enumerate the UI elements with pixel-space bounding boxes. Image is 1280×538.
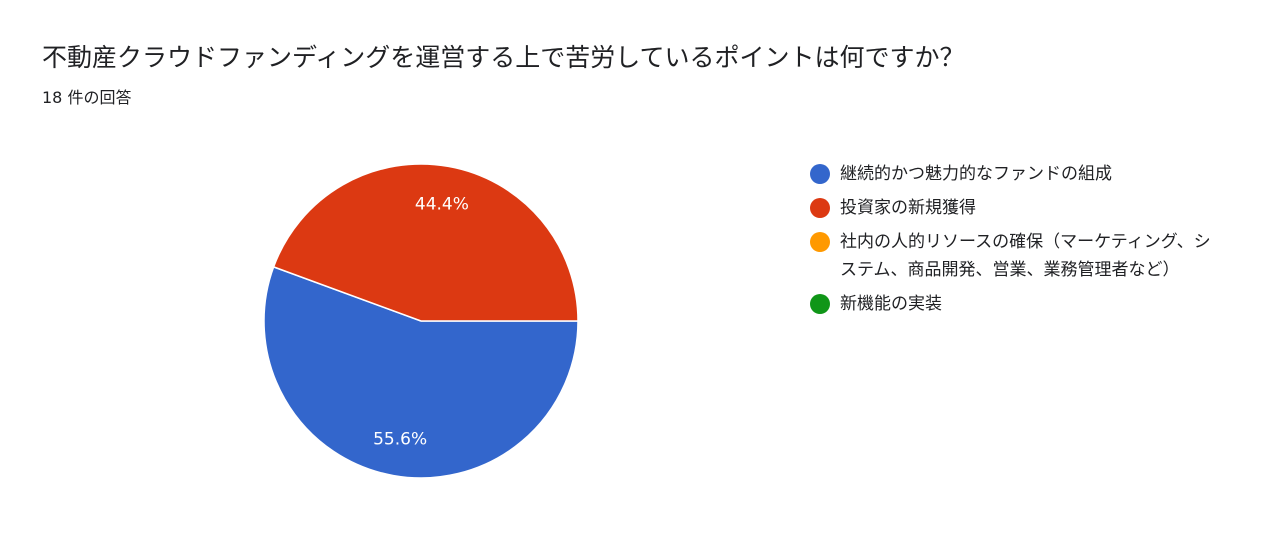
legend-dot-icon bbox=[810, 164, 830, 184]
pie-slice-1 bbox=[272, 163, 579, 322]
legend-label: 継続的かつ魅力的なファンドの組成 bbox=[840, 164, 1112, 184]
legend: 継続的かつ魅力的なファンドの組成 投資家の新規獲得社内の人的リソースの確保（マーケ… bbox=[810, 160, 1230, 324]
legend-dot-icon bbox=[810, 232, 830, 252]
legend-item-3: 新機能の実装 bbox=[810, 290, 1230, 318]
response-count: 18 件の回答 bbox=[42, 88, 132, 107]
legend-item-0: 継続的かつ魅力的なファンドの組成 bbox=[810, 160, 1230, 188]
legend-label: 新機能の実装 bbox=[840, 294, 942, 314]
slice-label-0: 55.6% bbox=[373, 429, 427, 449]
legend-dot-icon bbox=[810, 294, 830, 314]
legend-dot-icon bbox=[810, 198, 830, 218]
slice-label-1: 44.4% bbox=[415, 195, 469, 215]
legend-label: 投資家の新規獲得 bbox=[840, 198, 976, 218]
legend-label: 社内の人的リソースの確保（マーケティング、システム、商品開発、営業、業務管理者な… bbox=[840, 232, 1211, 280]
legend-item-1: 投資家の新規獲得 bbox=[810, 194, 1230, 222]
legend-item-2: 社内の人的リソースの確保（マーケティング、システム、商品開発、営業、業務管理者な… bbox=[810, 228, 1230, 284]
pie-slice-0 bbox=[263, 265, 579, 479]
chart-title: 不動産クラウドファンディングを運営する上で苦労しているポイントは何ですか？ bbox=[42, 43, 965, 72]
